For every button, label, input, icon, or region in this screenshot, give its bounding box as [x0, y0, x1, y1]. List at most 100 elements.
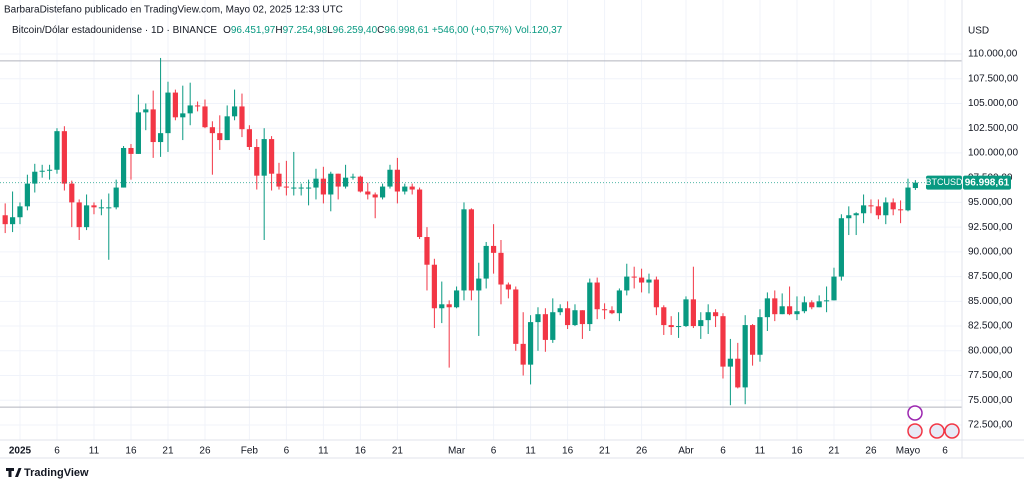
x-tick-label: 6 [54, 446, 60, 457]
ohlc-value: 96.451,97 [231, 25, 276, 36]
brand-name: TradingView [24, 467, 89, 479]
candle-body [424, 237, 430, 265]
candle-body [224, 116, 230, 141]
x-tick-label: 21 [392, 446, 404, 457]
candle-body [794, 311, 800, 315]
candle-body [335, 173, 341, 187]
candle-body [106, 207, 112, 209]
x-tick-label: 6 [284, 446, 290, 457]
candle-body [365, 191, 371, 195]
candle-body [283, 186, 289, 188]
candle-body [98, 207, 104, 209]
candle-body [431, 264, 437, 309]
y-tick-label: 77.500,00 [968, 370, 1013, 381]
candle-body [379, 186, 386, 198]
candle-body [749, 325, 756, 355]
event-icon[interactable] [929, 423, 945, 439]
candle-body [128, 147, 134, 154]
x-tick-label: 21 [828, 446, 840, 457]
candle-body [890, 202, 896, 210]
candle-body [498, 252, 504, 285]
candle-body [764, 298, 770, 318]
x-tick-label: 26 [636, 446, 648, 457]
x-tick-label: 11 [755, 446, 766, 457]
x-tick-label: 16 [125, 446, 137, 457]
candle-body [387, 169, 393, 187]
candle-body [172, 92, 178, 118]
candle-body [883, 202, 889, 216]
price-change: +546,00 (+0,57%) [432, 25, 512, 36]
event-icon[interactable] [907, 405, 923, 421]
symbol-name: Bitcoin/Dólar estadounidense · 1D · BINA… [12, 25, 217, 36]
candle-body [231, 106, 238, 117]
y-tick-label: 102.500,00 [968, 123, 1018, 134]
candle-body [409, 186, 415, 190]
candle-body [572, 310, 578, 326]
candle-body [735, 358, 741, 388]
x-tick-label: 6 [720, 446, 726, 457]
candle-body [157, 133, 164, 143]
candle-body [394, 169, 400, 192]
symbol-tag [926, 175, 962, 190]
ohlc-value: 96.259,40 [333, 25, 378, 36]
candle-body [46, 169, 53, 171]
candle-body [564, 308, 571, 326]
candle-body [816, 301, 822, 308]
candle-body [402, 186, 408, 192]
candle-body [846, 215, 852, 219]
candle-body [305, 187, 312, 189]
candle-body [276, 173, 282, 187]
event-icon[interactable] [907, 423, 923, 439]
x-tick-label: Mayo [896, 446, 921, 457]
candle-body [683, 299, 689, 327]
x-tick-label: Mar [448, 446, 466, 457]
y-tick-label: 85.000,00 [968, 296, 1013, 307]
candle-body [187, 105, 193, 114]
y-tick-label: 105.000,00 [968, 98, 1018, 109]
candle-body [2, 215, 8, 225]
candle-body [609, 310, 615, 314]
candle-body [416, 189, 423, 238]
candle-body [594, 282, 600, 310]
candle-body [328, 173, 334, 195]
candle-body [535, 314, 541, 323]
candle-body [246, 129, 252, 147]
y-tick-label: 107.500,00 [968, 73, 1018, 84]
y-tick-label: 92.500,00 [968, 222, 1013, 233]
candle-body [772, 298, 778, 315]
x-tick-label: 16 [355, 446, 367, 457]
candle-body [823, 300, 830, 302]
candle-body [24, 183, 30, 207]
candle-body [631, 276, 637, 278]
candle-body [69, 183, 75, 203]
candle-body [446, 304, 452, 308]
candle-body [209, 127, 215, 134]
candle-body [320, 178, 326, 195]
x-tick-label: 11 [525, 446, 536, 457]
candle-body [712, 312, 719, 317]
x-tick-label: 16 [562, 446, 574, 457]
candle-body [298, 187, 304, 189]
ohlc-key: O [223, 25, 231, 36]
candle-body [705, 312, 711, 321]
x-tick-label: 2025 [9, 446, 32, 457]
x-tick-label: 26 [199, 446, 211, 457]
candle-body [180, 113, 186, 118]
candle-body [905, 187, 911, 211]
y-tick-label: 72.500,00 [968, 420, 1013, 431]
candle-body [291, 187, 297, 189]
x-tick-label: 11 [89, 446, 100, 457]
candle-body [860, 205, 867, 214]
candle-body [453, 290, 460, 308]
event-icon[interactable] [944, 423, 960, 439]
candle-body [61, 131, 67, 184]
candle-body [372, 194, 378, 198]
candle-body [120, 147, 127, 188]
candle-body [661, 307, 667, 326]
y-tick-label: 82.500,00 [968, 321, 1013, 332]
candles [0, 57, 962, 406]
candle-body [83, 205, 90, 228]
candle-body [150, 109, 156, 143]
x-tick-label: 6 [942, 446, 948, 457]
